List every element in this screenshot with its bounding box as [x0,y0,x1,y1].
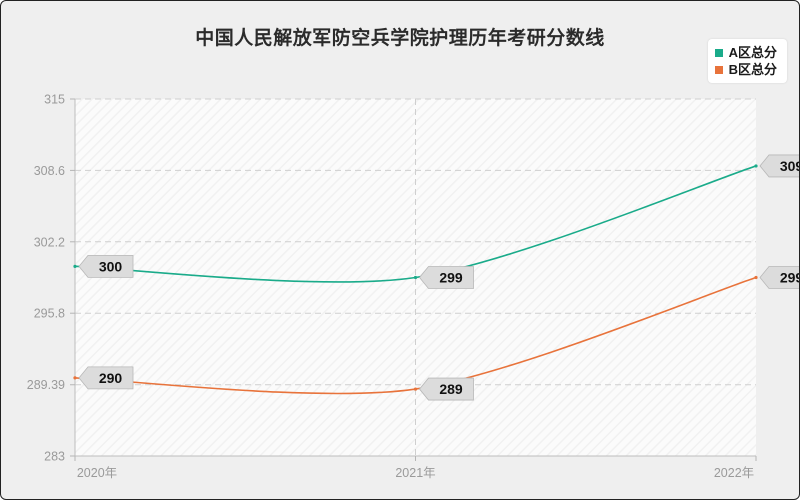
x-tick-label: 2020年 [77,466,117,480]
callout-value: 299 [439,270,463,286]
legend-item-b[interactable]: B区总分 [714,61,777,78]
callout-background [78,254,134,278]
y-axis-ticks: 315 308.6 302.2 295.8 289.39 283 [27,93,75,464]
callout-background [78,366,134,390]
callout-value: 299 [780,270,800,286]
gridlines [75,98,756,456]
data-point[interactable] [413,275,418,280]
callout-background [759,154,799,178]
data-point[interactable] [754,164,758,168]
y-tick-label: 315 [44,93,65,107]
y-tick-label: 283 [44,450,65,464]
callout-background [759,266,799,289]
callout-value: 300 [99,258,123,274]
x-axis-ticks: 2020年 2021年 2022年 [74,456,757,480]
data-label-callout: 300 [78,254,134,278]
y-tick-label: 295.8 [34,307,65,321]
data-point[interactable] [413,387,418,391]
y-tick-label: 289.39 [27,378,65,392]
y-tick-label: 308.6 [34,164,65,178]
x-tick-label: 2022年 [714,466,754,480]
legend-swatch-b-icon [714,65,723,74]
callout-background [418,266,474,289]
data-point[interactable] [73,376,77,380]
legend-label-b: B区总分 [728,62,777,77]
x-tick-label: 2021年 [395,466,435,480]
data-point[interactable] [754,275,758,280]
page-title: 中国人民解放军防空兵学院护理历年考研分数线 [195,28,605,49]
data-label-callout: 289 [418,377,474,401]
callout-background [418,377,474,401]
legend-swatch-a-icon [714,48,723,57]
data-label-callout: 290 [78,366,134,390]
data-point-labels: 300 299 309 290 289 299 [78,154,800,401]
chart-legend[interactable]: A区总分 B区总分 [707,39,787,83]
data-label-callout: 309 [759,154,800,178]
callout-value: 309 [780,158,800,174]
legend-item-a[interactable]: A区总分 [714,44,777,61]
callout-value: 290 [99,370,123,386]
data-label-callout: 299 [418,266,474,289]
data-label-callout: 299 [759,266,800,289]
callout-value: 289 [439,381,463,397]
series-lines [73,164,758,395]
y-tick-label: 302.2 [34,235,65,249]
data-point[interactable] [73,264,77,268]
legend-label-a: A区总分 [728,45,777,60]
